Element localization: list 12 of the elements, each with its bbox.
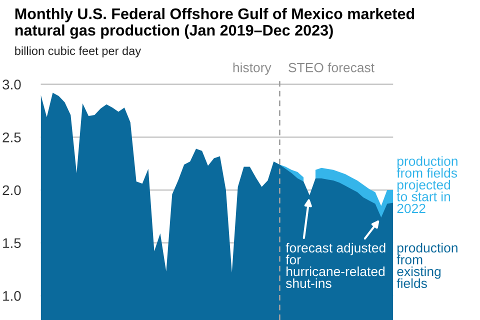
chart-title: Monthly U.S. Federal Offshore Gulf of Mexico marketed natural gas production (Jan 2019–Dec 2023): [15, 8, 414, 39]
y-axis-title: billion cubic feet per day: [15, 46, 142, 58]
series-label: production from fields projected to start in 2022: [396, 156, 458, 214]
annotation: forecast adjusted for hurricane-related shut-ins: [286, 242, 386, 288]
y-tick-label: 1.0: [3, 291, 21, 301]
y-tick-label: 3.0: [2, 80, 21, 90]
text: STEO forecast: [288, 62, 374, 72]
y-tick-label: 1.5: [3, 238, 21, 248]
y-tick-label: 2.0: [2, 185, 21, 196]
text: history: [233, 62, 272, 75]
series-label: production from existing fields: [396, 242, 458, 288]
y-tick-label: 2.5: [2, 132, 21, 142]
